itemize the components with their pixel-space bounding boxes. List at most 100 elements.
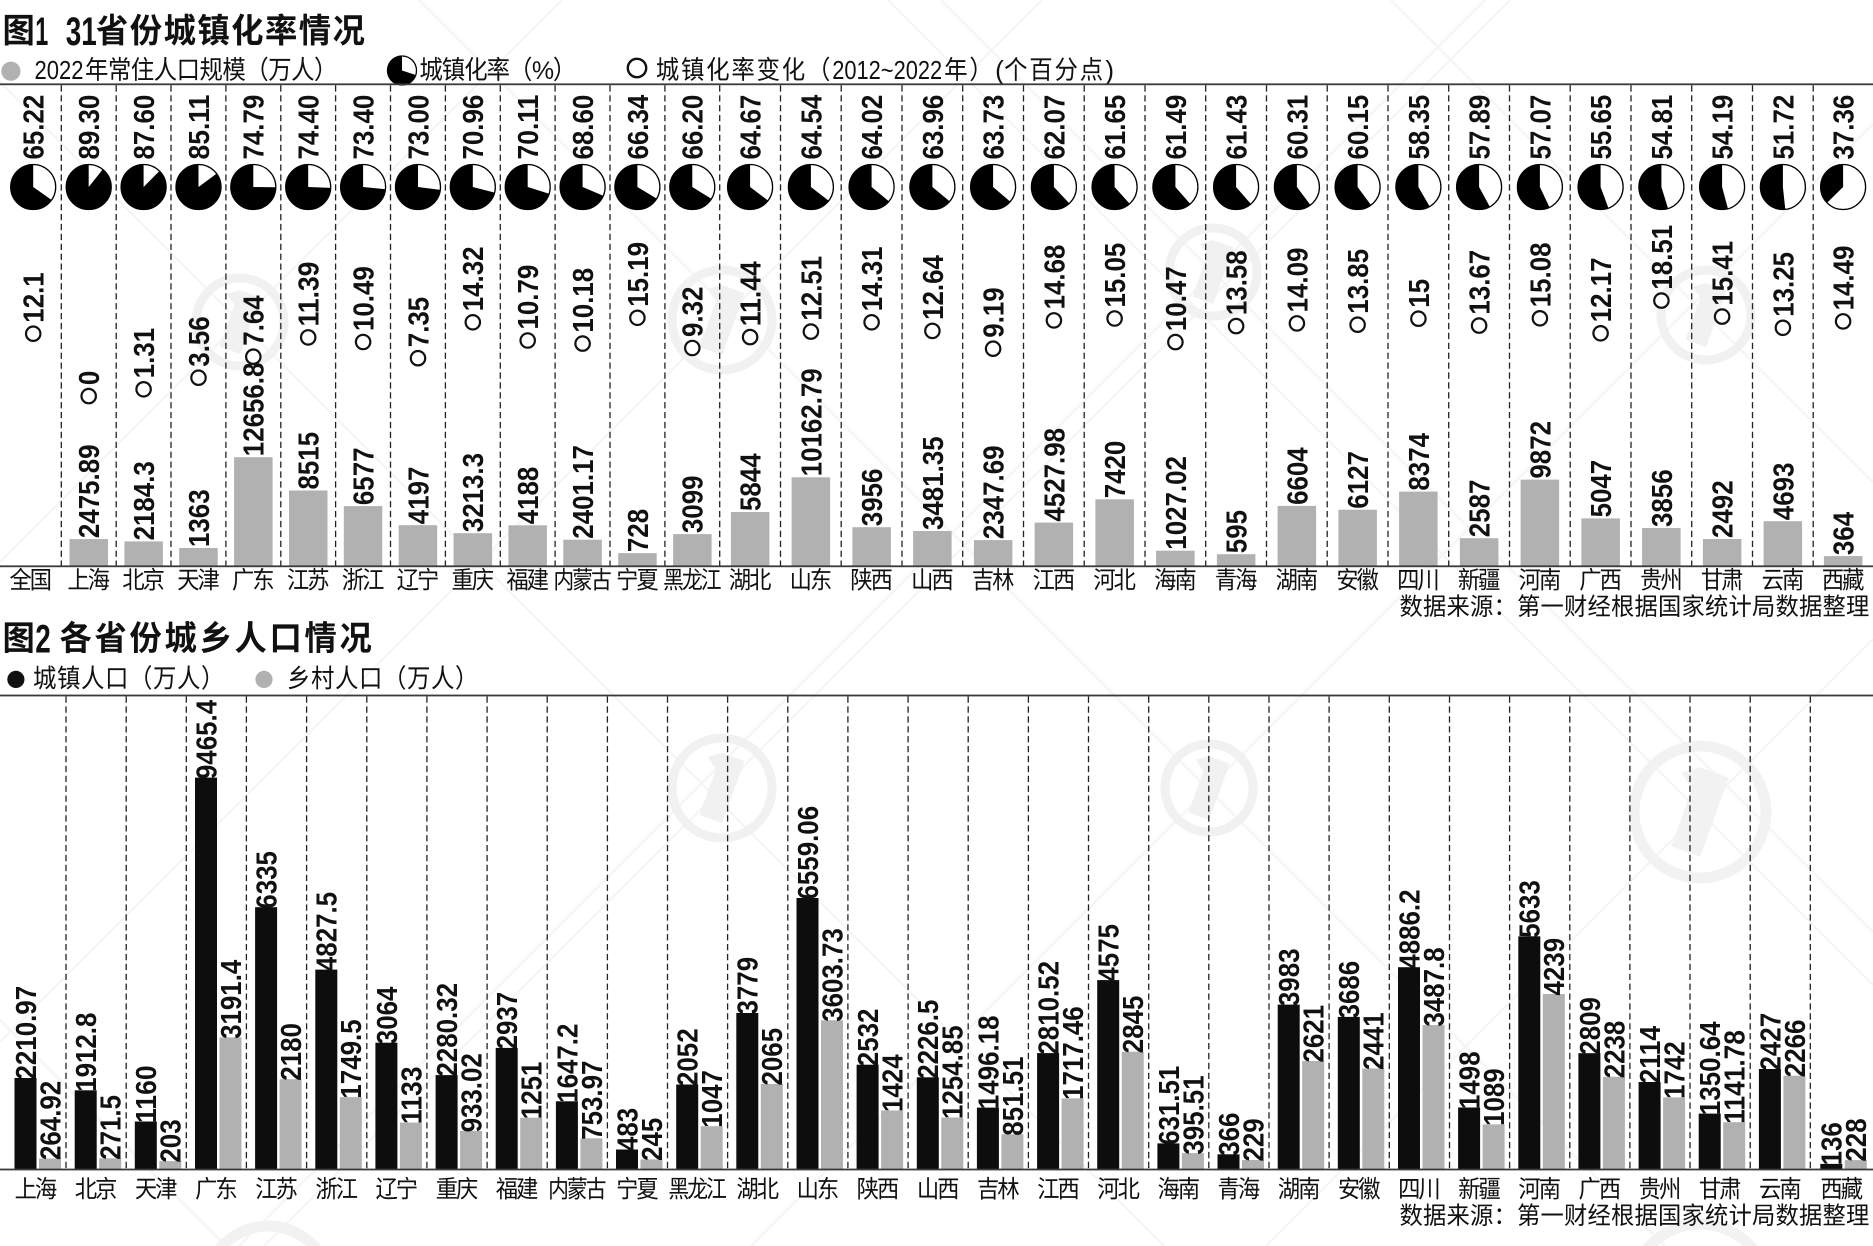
svg-text:1133: 1133 <box>396 1067 428 1125</box>
svg-text:2114: 2114 <box>1635 1026 1667 1084</box>
svg-text:3191.4: 3191.4 <box>216 960 248 1039</box>
svg-text:2401.17: 2401.17 <box>568 445 600 539</box>
svg-text:14.09: 14.09 <box>1282 248 1314 313</box>
svg-text:54.81: 54.81 <box>1647 95 1679 160</box>
svg-text:13.25: 13.25 <box>1768 252 1800 317</box>
svg-text:10.49: 10.49 <box>349 266 381 331</box>
svg-text:12656.8: 12656.8 <box>239 363 271 457</box>
svg-text:15.08: 15.08 <box>1525 242 1557 307</box>
svg-text:4827.5: 4827.5 <box>312 892 344 971</box>
svg-text:6604: 6604 <box>1282 447 1314 505</box>
svg-text:2184.3: 2184.3 <box>129 461 161 540</box>
svg-text:87.60: 87.60 <box>129 95 161 160</box>
svg-text:2810.52: 2810.52 <box>1034 961 1066 1055</box>
svg-text:3983: 3983 <box>1274 949 1306 1007</box>
svg-text:9.32: 9.32 <box>678 287 710 337</box>
svg-text:5844: 5844 <box>736 453 768 511</box>
svg-text:3956: 3956 <box>857 469 889 527</box>
svg-text:5633: 5633 <box>1515 880 1547 938</box>
svg-text:203: 203 <box>156 1119 188 1162</box>
svg-text:10.18: 10.18 <box>568 268 600 333</box>
svg-text:4693: 4693 <box>1768 463 1800 521</box>
svg-text:2347.69: 2347.69 <box>979 445 1011 539</box>
svg-text:73.40: 73.40 <box>349 95 381 160</box>
svg-text:3779: 3779 <box>733 957 765 1015</box>
svg-text:2012~2022: 2012~2022 <box>832 55 942 85</box>
svg-text:229: 229 <box>1238 1118 1270 1161</box>
svg-text:4197: 4197 <box>403 467 435 525</box>
svg-text:933.02: 933.02 <box>457 1053 489 1132</box>
svg-text:70.11: 70.11 <box>513 95 545 160</box>
svg-text:6335: 6335 <box>252 851 284 909</box>
svg-text:3099: 3099 <box>678 475 710 533</box>
svg-text:2441: 2441 <box>1359 1012 1391 1070</box>
svg-text:1160: 1160 <box>131 1065 163 1123</box>
svg-text:2266: 2266 <box>1780 1020 1812 1078</box>
svg-text:728: 728 <box>623 509 655 552</box>
svg-text:2022: 2022 <box>35 55 84 85</box>
svg-text:1742: 1742 <box>1660 1041 1692 1099</box>
svg-text:2809: 2809 <box>1575 997 1607 1055</box>
svg-text:66.34: 66.34 <box>623 95 655 160</box>
svg-text:12.51: 12.51 <box>796 256 828 321</box>
svg-text:2052: 2052 <box>673 1028 705 1086</box>
svg-text:2238: 2238 <box>1599 1021 1631 1079</box>
svg-text:12.1: 12.1 <box>19 272 51 322</box>
svg-text:2475.89: 2475.89 <box>74 444 106 538</box>
svg-text:66.20: 66.20 <box>678 95 710 160</box>
svg-text:1047: 1047 <box>697 1070 729 1128</box>
svg-text:1647.2: 1647.2 <box>552 1024 584 1103</box>
svg-text:74.40: 74.40 <box>294 95 326 160</box>
svg-text:2427: 2427 <box>1755 1013 1787 1071</box>
svg-text:6577: 6577 <box>349 448 381 506</box>
svg-text:15.05: 15.05 <box>1100 243 1132 308</box>
svg-text:2937: 2937 <box>492 992 524 1050</box>
svg-text:10162.79: 10162.79 <box>796 368 828 476</box>
svg-text:364: 364 <box>1829 512 1861 555</box>
svg-text:64.54: 64.54 <box>796 95 828 160</box>
svg-text:5047: 5047 <box>1586 460 1618 518</box>
svg-text:13.67: 13.67 <box>1465 250 1497 315</box>
svg-text:15.41: 15.41 <box>1708 241 1740 306</box>
svg-text:37.36: 37.36 <box>1829 95 1861 160</box>
svg-text:7.64: 7.64 <box>239 295 271 345</box>
svg-text:2226.5: 2226.5 <box>913 1000 945 1079</box>
svg-text:3686: 3686 <box>1334 961 1366 1019</box>
svg-text:1089: 1089 <box>1479 1068 1511 1126</box>
svg-text:9.19: 9.19 <box>979 287 1011 337</box>
svg-text:4527.98: 4527.98 <box>1039 428 1071 522</box>
svg-text:55.65: 55.65 <box>1586 95 1618 160</box>
svg-text:1251: 1251 <box>517 1062 549 1120</box>
svg-text:2065: 2065 <box>757 1028 789 1086</box>
svg-text:63.73: 63.73 <box>979 95 1011 160</box>
svg-text:62.07: 62.07 <box>1039 95 1071 160</box>
svg-text:6127: 6127 <box>1343 451 1375 509</box>
svg-text:13.85: 13.85 <box>1343 249 1375 314</box>
svg-text:1424: 1424 <box>878 1054 910 1112</box>
svg-text:54.19: 54.19 <box>1708 95 1740 160</box>
svg-text:89.30: 89.30 <box>74 95 106 160</box>
svg-text:15: 15 <box>1404 279 1436 308</box>
svg-text:2621: 2621 <box>1299 1005 1331 1063</box>
svg-text:64.67: 64.67 <box>736 95 768 160</box>
svg-text:631.51: 631.51 <box>1154 1066 1186 1145</box>
svg-text:7420: 7420 <box>1100 441 1132 499</box>
svg-text:6559.06: 6559.06 <box>793 806 825 900</box>
svg-text:1749.5: 1749.5 <box>336 1019 368 1098</box>
svg-text:63.96: 63.96 <box>918 95 950 160</box>
svg-text:3487.8: 3487.8 <box>1419 947 1451 1026</box>
svg-text:61.49: 61.49 <box>1161 95 1193 160</box>
svg-text:7.35: 7.35 <box>403 297 435 347</box>
svg-text:2492: 2492 <box>1708 480 1740 538</box>
svg-text:13.58: 13.58 <box>1222 250 1254 315</box>
svg-text:2280.32: 2280.32 <box>432 983 464 1077</box>
svg-text:60.15: 60.15 <box>1343 95 1375 160</box>
svg-text:395.51: 395.51 <box>1178 1075 1210 1154</box>
svg-text:366: 366 <box>1214 1113 1246 1156</box>
svg-text:1912.8: 1912.8 <box>71 1013 103 1092</box>
svg-text:4886.2: 4886.2 <box>1394 890 1426 969</box>
svg-text:73.00: 73.00 <box>403 95 435 160</box>
svg-text:753.97: 753.97 <box>577 1061 609 1140</box>
svg-text:): ) <box>1105 55 1114 85</box>
svg-text:1363: 1363 <box>184 489 216 547</box>
